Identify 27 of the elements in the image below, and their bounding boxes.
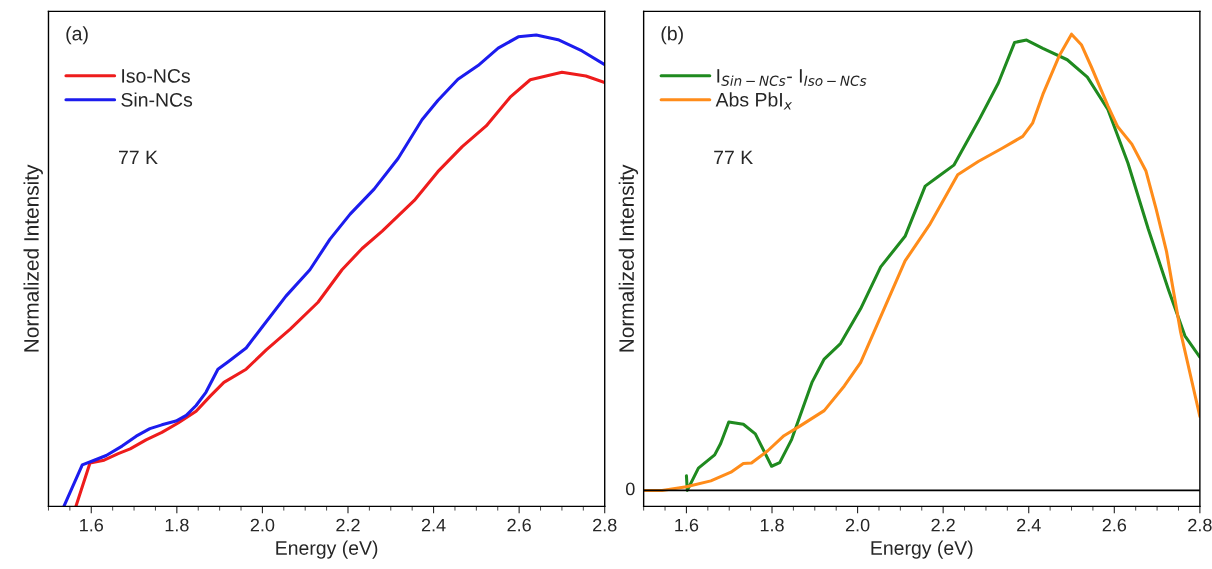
y-axis-title: Normalized Intensity bbox=[618, 164, 639, 352]
legend-label: Abs PbI$_{x}$ bbox=[715, 92, 793, 110]
x-tick-label: 2.8 bbox=[593, 518, 617, 532]
y-axis-title: Normalized Intensity bbox=[23, 164, 43, 352]
annotation: (b) bbox=[661, 26, 683, 45]
x-tick-label: 1.8 bbox=[165, 518, 189, 532]
legend-label: I$_{Sin−NCs}$- I$_{Iso−NCs}$ bbox=[717, 69, 867, 86]
x-tick-label: 2.0 bbox=[250, 518, 275, 532]
x-tick-label: 1.8 bbox=[760, 518, 784, 532]
x-tick-label: 2.6 bbox=[507, 518, 531, 532]
ref-line-label: 0 bbox=[625, 482, 635, 496]
annotation: (a) bbox=[66, 26, 88, 45]
x-tick-label: 2.4 bbox=[421, 518, 446, 532]
x-tick-label: 2.0 bbox=[845, 518, 870, 532]
x-axis-title: Energy (eV) bbox=[276, 540, 378, 559]
x-axis-title: Energy (eV) bbox=[871, 540, 973, 559]
x-tick-label: 2.6 bbox=[1102, 518, 1127, 532]
x-tick-label: 1.6 bbox=[675, 518, 699, 532]
annotation: 77 K bbox=[714, 150, 753, 165]
x-tick-label: 2.2 bbox=[336, 518, 360, 532]
x-tick-label: 2.8 bbox=[1188, 518, 1212, 532]
legend-label: Sin-NCs bbox=[121, 92, 193, 107]
annotation: 77 K bbox=[119, 150, 158, 165]
x-tick-label: 2.2 bbox=[931, 518, 955, 532]
legend-label: Iso-NCs bbox=[122, 69, 190, 83]
x-tick-label: 1.6 bbox=[80, 518, 104, 532]
x-tick-label: 2.4 bbox=[1017, 518, 1041, 532]
